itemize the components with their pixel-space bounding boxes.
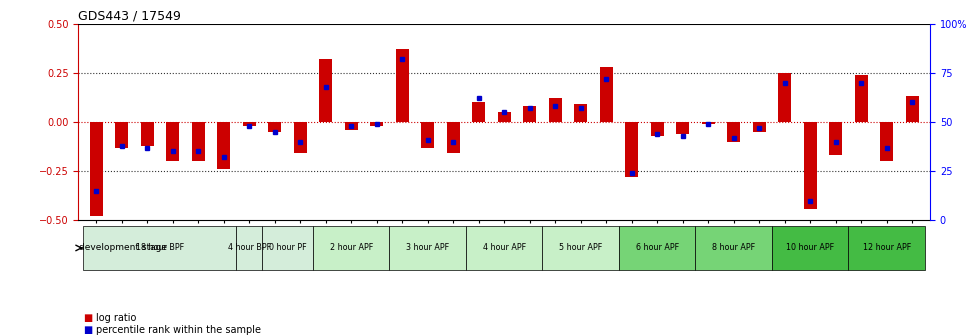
Bar: [905, 96, 917, 122]
Bar: [600, 67, 612, 122]
Bar: [574, 104, 587, 122]
Bar: [319, 59, 332, 122]
Bar: [618, 226, 694, 270]
Bar: [466, 226, 542, 270]
Text: percentile rank within the sample: percentile rank within the sample: [96, 325, 261, 335]
Bar: [497, 112, 511, 122]
Bar: [243, 122, 255, 126]
Bar: [115, 122, 128, 148]
Bar: [676, 122, 689, 134]
Text: 4 hour APF: 4 hour APF: [482, 244, 525, 252]
Text: 3 hour APF: 3 hour APF: [406, 244, 449, 252]
Bar: [293, 122, 306, 154]
Bar: [236, 226, 262, 270]
Bar: [389, 226, 466, 270]
Bar: [650, 122, 663, 136]
Bar: [262, 226, 313, 270]
Bar: [192, 122, 204, 161]
Bar: [879, 122, 892, 161]
Bar: [421, 122, 433, 148]
Bar: [395, 49, 408, 122]
Bar: [549, 98, 561, 122]
Bar: [166, 122, 179, 161]
Text: 10 hour APF: 10 hour APF: [785, 244, 833, 252]
Bar: [778, 73, 790, 122]
Bar: [694, 226, 772, 270]
Text: development stage: development stage: [79, 244, 166, 252]
Text: 12 hour APF: 12 hour APF: [862, 244, 910, 252]
Bar: [772, 226, 848, 270]
Bar: [701, 122, 714, 124]
Bar: [752, 122, 765, 132]
Bar: [370, 122, 382, 126]
Bar: [803, 122, 816, 209]
Text: 5 hour APF: 5 hour APF: [558, 244, 601, 252]
Text: GDS443 / 17549: GDS443 / 17549: [78, 9, 181, 23]
Text: 6 hour APF: 6 hour APF: [635, 244, 678, 252]
Bar: [217, 122, 230, 169]
Text: 4 hour BPF: 4 hour BPF: [227, 244, 271, 252]
Bar: [83, 226, 236, 270]
Text: ■: ■: [83, 325, 92, 335]
Bar: [313, 226, 389, 270]
Text: 2 hour APF: 2 hour APF: [330, 244, 373, 252]
Bar: [471, 102, 484, 122]
Bar: [727, 122, 739, 142]
Text: log ratio: log ratio: [96, 312, 136, 323]
Text: 18 hour BPF: 18 hour BPF: [136, 244, 184, 252]
Bar: [542, 226, 618, 270]
Bar: [523, 106, 536, 122]
Bar: [90, 122, 103, 216]
Bar: [446, 122, 459, 154]
Bar: [268, 122, 281, 132]
Text: 0 hour PF: 0 hour PF: [268, 244, 306, 252]
Bar: [625, 122, 638, 177]
Text: 8 hour APF: 8 hour APF: [711, 244, 754, 252]
Bar: [828, 122, 841, 156]
Bar: [848, 226, 924, 270]
Bar: [141, 122, 154, 145]
Bar: [854, 75, 867, 122]
Text: ■: ■: [83, 312, 92, 323]
Bar: [344, 122, 357, 130]
